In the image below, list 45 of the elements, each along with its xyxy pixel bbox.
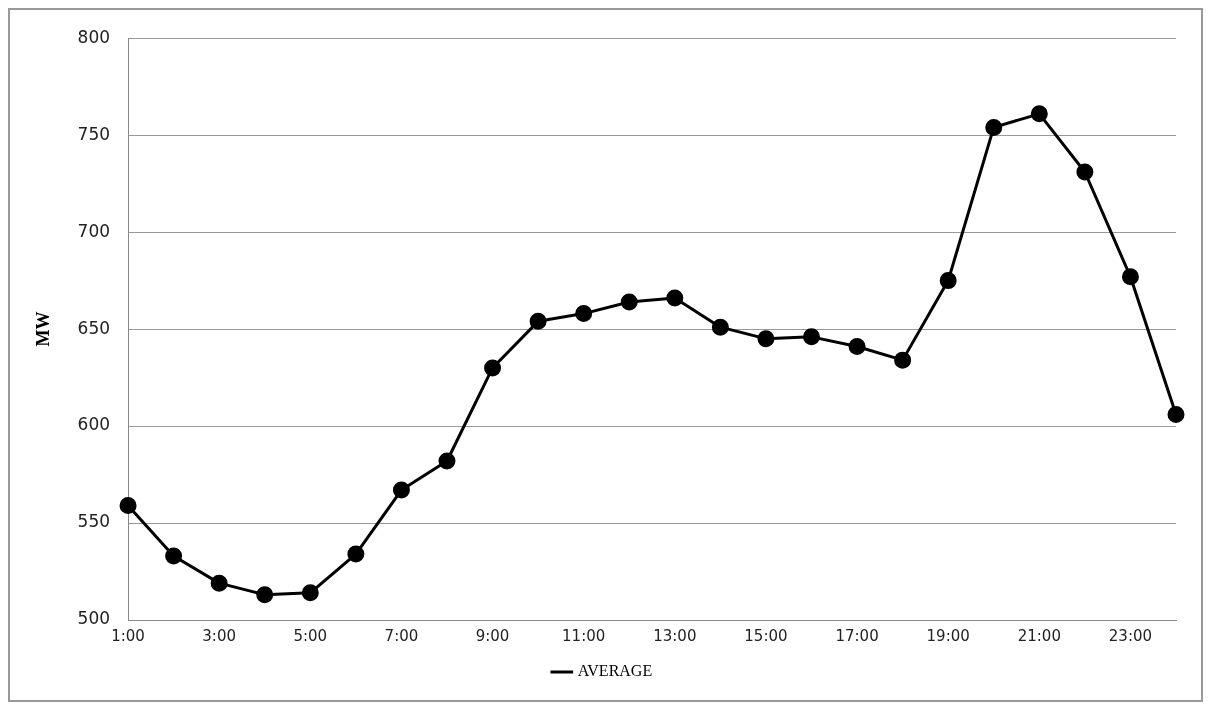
- x-tick-label: 11:00: [562, 626, 606, 645]
- point: [210, 574, 228, 592]
- point: [347, 545, 365, 563]
- x-tick-label: 19:00: [926, 626, 970, 645]
- x-tick-label: 13:00: [653, 626, 697, 645]
- x-tick-label: 5:00: [293, 626, 328, 645]
- point: [165, 547, 183, 565]
- y-tick-label: 650: [77, 317, 111, 338]
- y-tick-label: 600: [77, 414, 111, 435]
- point: [1121, 268, 1139, 286]
- x-tick-label: 3:00: [202, 626, 237, 645]
- x-tick-label: 17:00: [835, 626, 879, 645]
- y-tick-label: 750: [77, 123, 111, 144]
- x-tick-label: 15:00: [744, 626, 788, 645]
- point: [757, 330, 775, 348]
- point: [620, 293, 638, 311]
- point: [575, 305, 593, 323]
- x-tick-label: 23:00: [1108, 626, 1153, 645]
- y-axis-title: MW: [33, 311, 54, 347]
- point: [301, 584, 319, 602]
- point: [1167, 405, 1185, 423]
- x-tick-label: 9:00: [475, 626, 510, 645]
- point: [484, 359, 502, 377]
- point: [392, 481, 410, 499]
- point: [666, 289, 684, 307]
- point: [438, 452, 456, 470]
- y-tick-label: 700: [77, 220, 111, 241]
- y-tick-label: 800: [77, 26, 111, 47]
- point: [894, 351, 912, 369]
- point: [711, 318, 729, 336]
- point: [1076, 163, 1094, 181]
- x-tick-label: 1:00: [111, 626, 145, 645]
- point: [939, 272, 957, 290]
- point: [119, 497, 137, 515]
- x-tick-label: 21:00: [1017, 626, 1061, 645]
- point: [256, 586, 274, 604]
- y-tick-label: 550: [77, 511, 111, 532]
- point: [848, 338, 866, 356]
- point: [803, 328, 820, 346]
- point: [1030, 105, 1048, 123]
- legend-label: AVERAGE: [577, 662, 653, 680]
- point: [985, 118, 1003, 136]
- y-tick-label: 500: [77, 608, 111, 629]
- point: [529, 312, 547, 330]
- x-tick-label: 7:00: [384, 626, 419, 645]
